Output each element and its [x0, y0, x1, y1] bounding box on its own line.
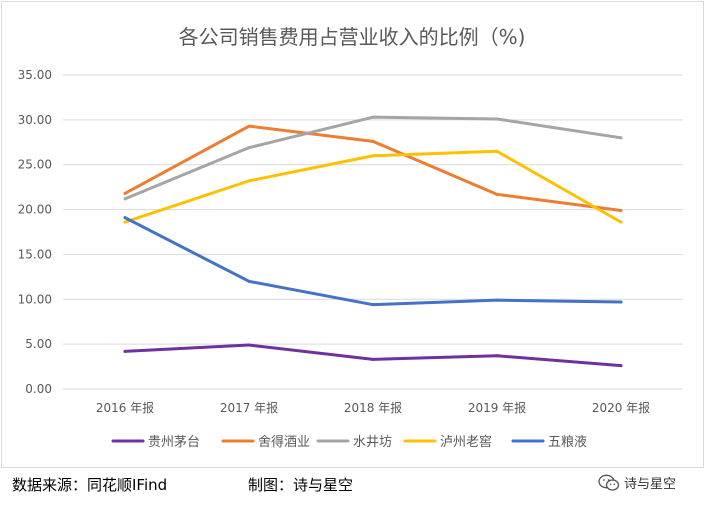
- y-tick-label: 5.00: [25, 337, 52, 351]
- y-tick-label: 0.00: [25, 382, 52, 396]
- data-point: [495, 149, 499, 153]
- wechat-icon: [598, 474, 620, 491]
- brand-watermark: 诗与星空: [598, 473, 676, 492]
- data-point: [247, 279, 251, 283]
- y-tick-label: 20.00: [18, 203, 52, 217]
- y-tick-label: 10.00: [18, 292, 52, 306]
- series-line-4: [123, 216, 623, 307]
- source-note: 数据来源：同花顺IFind: [12, 476, 168, 494]
- data-point: [495, 117, 499, 121]
- legend-label: 泸州老窖: [440, 434, 492, 450]
- x-axis-ticks: 2016 年报 2017 年报 2018 年报 2019 年报 2020 年报: [96, 400, 650, 415]
- x-tick-label: 2018 年报: [344, 400, 402, 415]
- line-chart: 各公司销售费用占营业收入的比例（%) 0.00 5.00 10.00 15.00 20.…: [18, 25, 683, 450]
- data-point: [371, 303, 375, 307]
- series-line-3: [123, 149, 623, 224]
- series-line-0: [123, 343, 623, 368]
- legend: 贵州茅台 舍得酒业 水井坊 泸州老窖 五粮液: [111, 434, 587, 450]
- y-tick-label: 15.00: [18, 247, 52, 261]
- data-point: [371, 139, 375, 143]
- y-tick-label: 35.00: [18, 68, 52, 82]
- data-point: [619, 220, 623, 224]
- data-point: [495, 192, 499, 196]
- x-tick-label: 2019 年报: [468, 400, 526, 415]
- y-tick-label: 25.00: [18, 158, 52, 172]
- data-point: [247, 179, 251, 183]
- data-point: [123, 349, 127, 353]
- data-point: [619, 208, 623, 212]
- data-point: [247, 343, 251, 347]
- data-point: [495, 354, 499, 358]
- data-point: [371, 154, 375, 158]
- x-tick-label: 2017 年报: [220, 400, 278, 415]
- data-point: [123, 197, 127, 201]
- legend-label: 五粮液: [548, 435, 587, 450]
- data-point: [619, 136, 623, 140]
- legend-label: 水井坊: [353, 435, 392, 450]
- data-point: [371, 115, 375, 119]
- chart-frame: [1, 1, 704, 468]
- author-note: 制图：诗与星空: [248, 476, 354, 494]
- brand-name: 诗与星空: [624, 477, 677, 492]
- x-tick-label: 2020 年报: [592, 400, 650, 415]
- chart-title: 各公司销售费用占营业收入的比例（%): [179, 25, 526, 49]
- data-point: [619, 300, 623, 304]
- series-lines: [123, 115, 623, 368]
- legend-label: 贵州茅台: [148, 435, 200, 450]
- data-point: [495, 298, 499, 302]
- data-point: [123, 216, 127, 220]
- x-tick-label: 2016 年报: [96, 400, 154, 415]
- y-tick-label: 30.00: [18, 113, 52, 127]
- data-point: [371, 357, 375, 361]
- legend-label: 舍得酒业: [258, 434, 310, 450]
- data-point: [247, 124, 251, 128]
- y-axis-ticks: 0.00 5.00 10.00 15.00 20.00 25.00 30.00 35.00: [18, 68, 52, 396]
- data-point: [123, 191, 127, 195]
- data-point: [123, 220, 127, 224]
- series-line-2: [123, 115, 623, 201]
- data-point: [247, 146, 251, 150]
- data-point: [619, 364, 623, 368]
